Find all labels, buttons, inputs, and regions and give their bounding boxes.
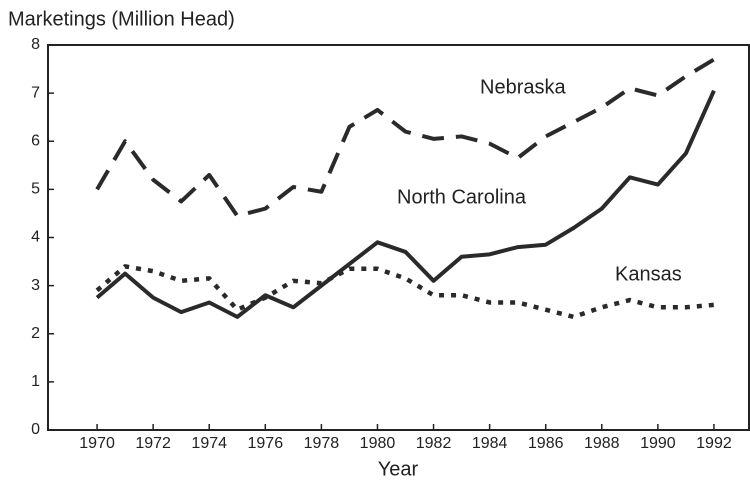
x-tick-label: 1984 [472,435,508,452]
y-tick-label: 1 [31,373,40,390]
x-tick-label: 1990 [640,435,676,452]
x-tick-label: 1970 [79,435,115,452]
x-tick-label: 1992 [696,435,732,452]
x-tick-label: 1986 [528,435,564,452]
x-axis-label: Year [378,458,419,480]
x-tick-label: 1982 [416,435,452,452]
series-label: Nebraska [480,76,566,98]
y-tick-label: 5 [31,181,40,198]
x-tick-label: 1976 [248,435,284,452]
x-tick-label: 1980 [360,435,396,452]
y-tick-label: 7 [31,84,40,101]
series-line [95,57,715,218]
x-tick-label: 1972 [135,435,171,452]
x-tick-label: 1974 [191,435,227,452]
chart-title: Marketings (Million Head) [8,8,235,30]
y-tick-label: 0 [31,421,40,438]
x-tick-label: 1988 [584,435,620,452]
y-tick-label: 3 [31,277,40,294]
y-tick-label: 6 [31,132,40,149]
y-tick-label: 2 [31,325,40,342]
y-tick-label: 8 [31,36,40,53]
y-tick-label: 4 [31,229,40,246]
plot-frame [47,44,750,431]
series-label: North Carolina [397,186,527,208]
series-label: Kansas [615,263,682,285]
series-line [95,89,716,319]
x-tick-label: 1978 [304,435,340,452]
